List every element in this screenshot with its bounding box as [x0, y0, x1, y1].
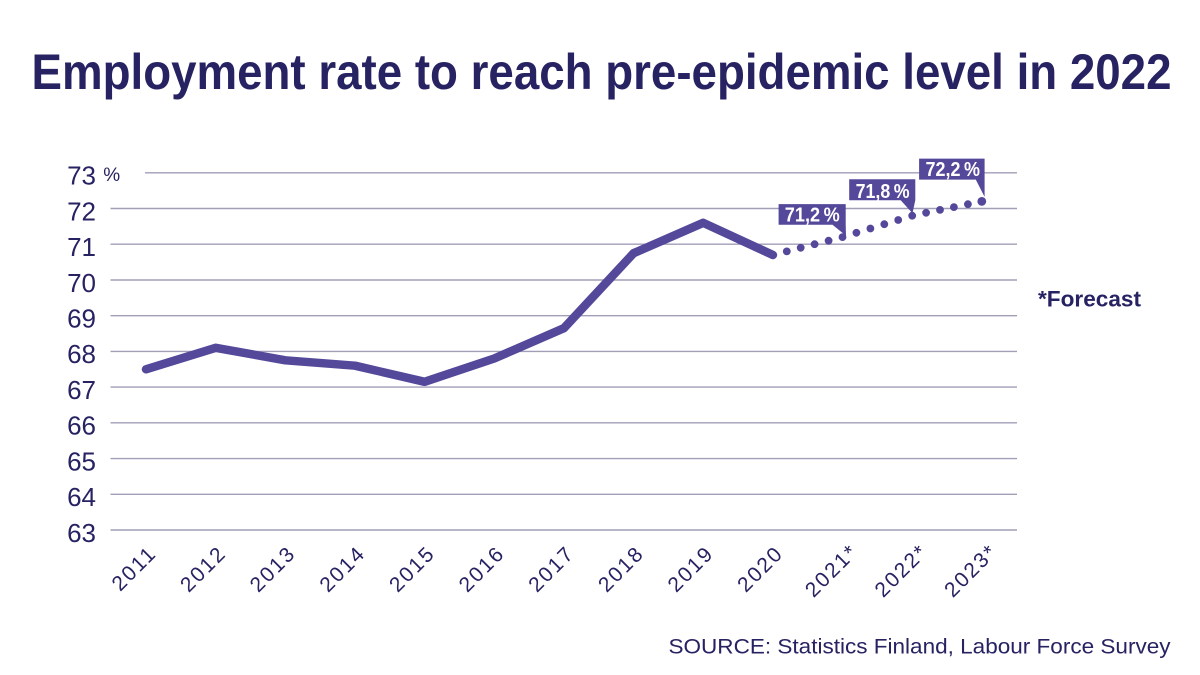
svg-text:73: 73: [67, 161, 96, 191]
svg-text:63: 63: [67, 518, 96, 548]
svg-text:71,8 %: 71,8 %: [856, 180, 910, 203]
svg-text:Employment rate to reach pre-e: Employment rate to reach pre-epidemic le…: [32, 44, 1172, 100]
svg-text:66: 66: [67, 411, 96, 441]
svg-text:69: 69: [67, 304, 96, 334]
svg-text:65: 65: [67, 446, 96, 476]
svg-text:72,2 %: 72,2 %: [926, 158, 981, 181]
svg-text:%: %: [103, 165, 120, 186]
svg-text:SOURCE: Statistics Finland, La: SOURCE: Statistics Finland, Labour Force…: [669, 636, 1172, 659]
svg-text:71,2 %: 71,2 %: [785, 203, 840, 226]
svg-text:70: 70: [67, 268, 96, 298]
svg-text:72: 72: [67, 196, 96, 226]
svg-text:68: 68: [67, 339, 96, 369]
svg-text:*Forecast: *Forecast: [1038, 287, 1142, 312]
svg-text:64: 64: [67, 482, 96, 512]
svg-text:71: 71: [67, 232, 96, 262]
svg-text:67: 67: [67, 375, 96, 405]
